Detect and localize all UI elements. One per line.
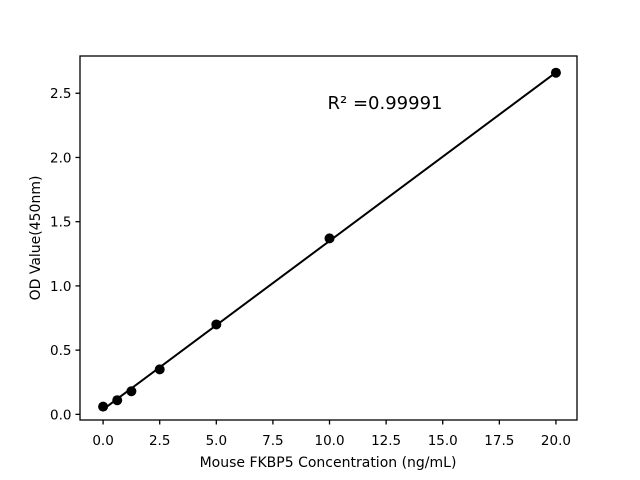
data-point bbox=[154, 364, 165, 375]
y-tick-label: 2.5 bbox=[50, 86, 71, 102]
x-tick-label: 10.0 bbox=[314, 433, 344, 449]
x-tick-label: 15.0 bbox=[428, 433, 458, 449]
x-tick-label: 5.0 bbox=[206, 433, 227, 449]
y-tick-label: 2.0 bbox=[50, 150, 71, 166]
y-axis-ticks: 0.0 0.5 1.0 1.5 2.0 2.5 bbox=[50, 86, 80, 423]
r-squared-annotation: R² =0.99991 bbox=[328, 93, 443, 114]
x-axis-ticks: 0.0 2.5 5.0 7.5 10.0 12.5 15.0 17.5 20.0 bbox=[92, 420, 571, 449]
data-point bbox=[98, 401, 109, 412]
data-point bbox=[550, 67, 561, 78]
data-point bbox=[126, 386, 137, 397]
y-tick-label: 1.5 bbox=[50, 215, 71, 231]
data-point bbox=[211, 319, 222, 330]
x-tick-label: 2.5 bbox=[149, 433, 170, 449]
x-axis-label: Mouse FKBP5 Concentration (ng/mL) bbox=[200, 455, 457, 471]
x-tick-label: 20.0 bbox=[541, 433, 571, 449]
y-axis-label: OD Value(450nm) bbox=[28, 176, 44, 301]
data-series bbox=[98, 67, 561, 412]
y-tick-label: 0.5 bbox=[50, 343, 71, 359]
x-tick-label: 7.5 bbox=[262, 433, 283, 449]
x-tick-label: 17.5 bbox=[484, 433, 514, 449]
y-tick-label: 0.0 bbox=[50, 407, 71, 423]
y-tick-label: 1.0 bbox=[50, 279, 71, 295]
data-point bbox=[112, 395, 123, 406]
x-tick-label: 0.0 bbox=[92, 433, 113, 449]
x-tick-label: 12.5 bbox=[371, 433, 401, 449]
data-point bbox=[324, 233, 335, 244]
